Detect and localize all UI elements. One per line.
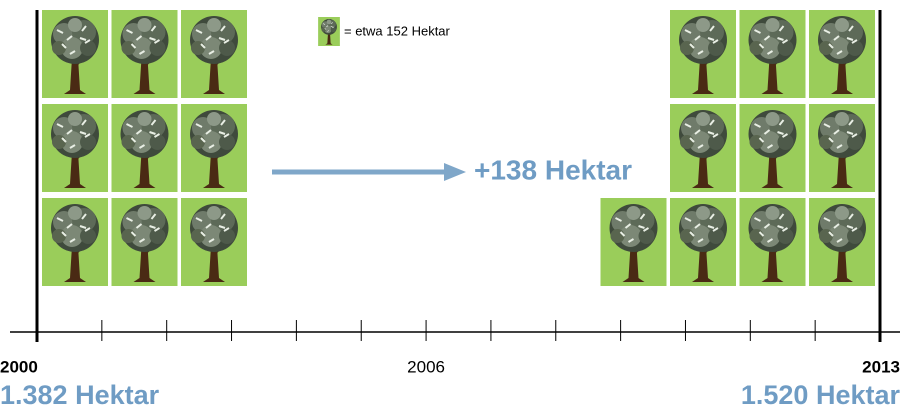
- arrow-head: [444, 163, 466, 181]
- tree-icon: [42, 104, 108, 192]
- tree-icon: [809, 10, 875, 98]
- tree-icon: [670, 10, 736, 98]
- legend-label: = etwa 152 Hektar: [344, 23, 451, 38]
- x-tick-label: 2013: [862, 357, 900, 376]
- tree-icon: [42, 10, 108, 98]
- tree-icon: [809, 198, 875, 286]
- value-label: 1.382 Hektar: [0, 380, 160, 410]
- tree-icon: [181, 104, 247, 192]
- tree-icon: [42, 198, 108, 286]
- tree-icon: [740, 198, 806, 286]
- tree-icon: [670, 104, 736, 192]
- x-tick-label: 2000: [0, 357, 38, 376]
- tree-icon: [181, 10, 247, 98]
- tree-icon: [601, 198, 667, 286]
- value-label: 1.520 Hektar: [741, 380, 901, 410]
- tree-icon: [112, 104, 178, 192]
- tree-icon: [112, 198, 178, 286]
- x-tick-label: 2006: [407, 357, 445, 376]
- tree-icon: [740, 104, 806, 192]
- tree-icon: [740, 10, 806, 98]
- infographic: 2000 2006 2013 1.382 Hektar 1.520 Hektar = et…: [0, 0, 902, 413]
- tree-icon: [809, 104, 875, 192]
- annotation: +138 Hektar: [474, 154, 632, 185]
- tree-icon: [112, 10, 178, 98]
- legend-icon: [318, 17, 340, 46]
- tree-icon: [181, 198, 247, 286]
- tree-icon: [670, 198, 736, 286]
